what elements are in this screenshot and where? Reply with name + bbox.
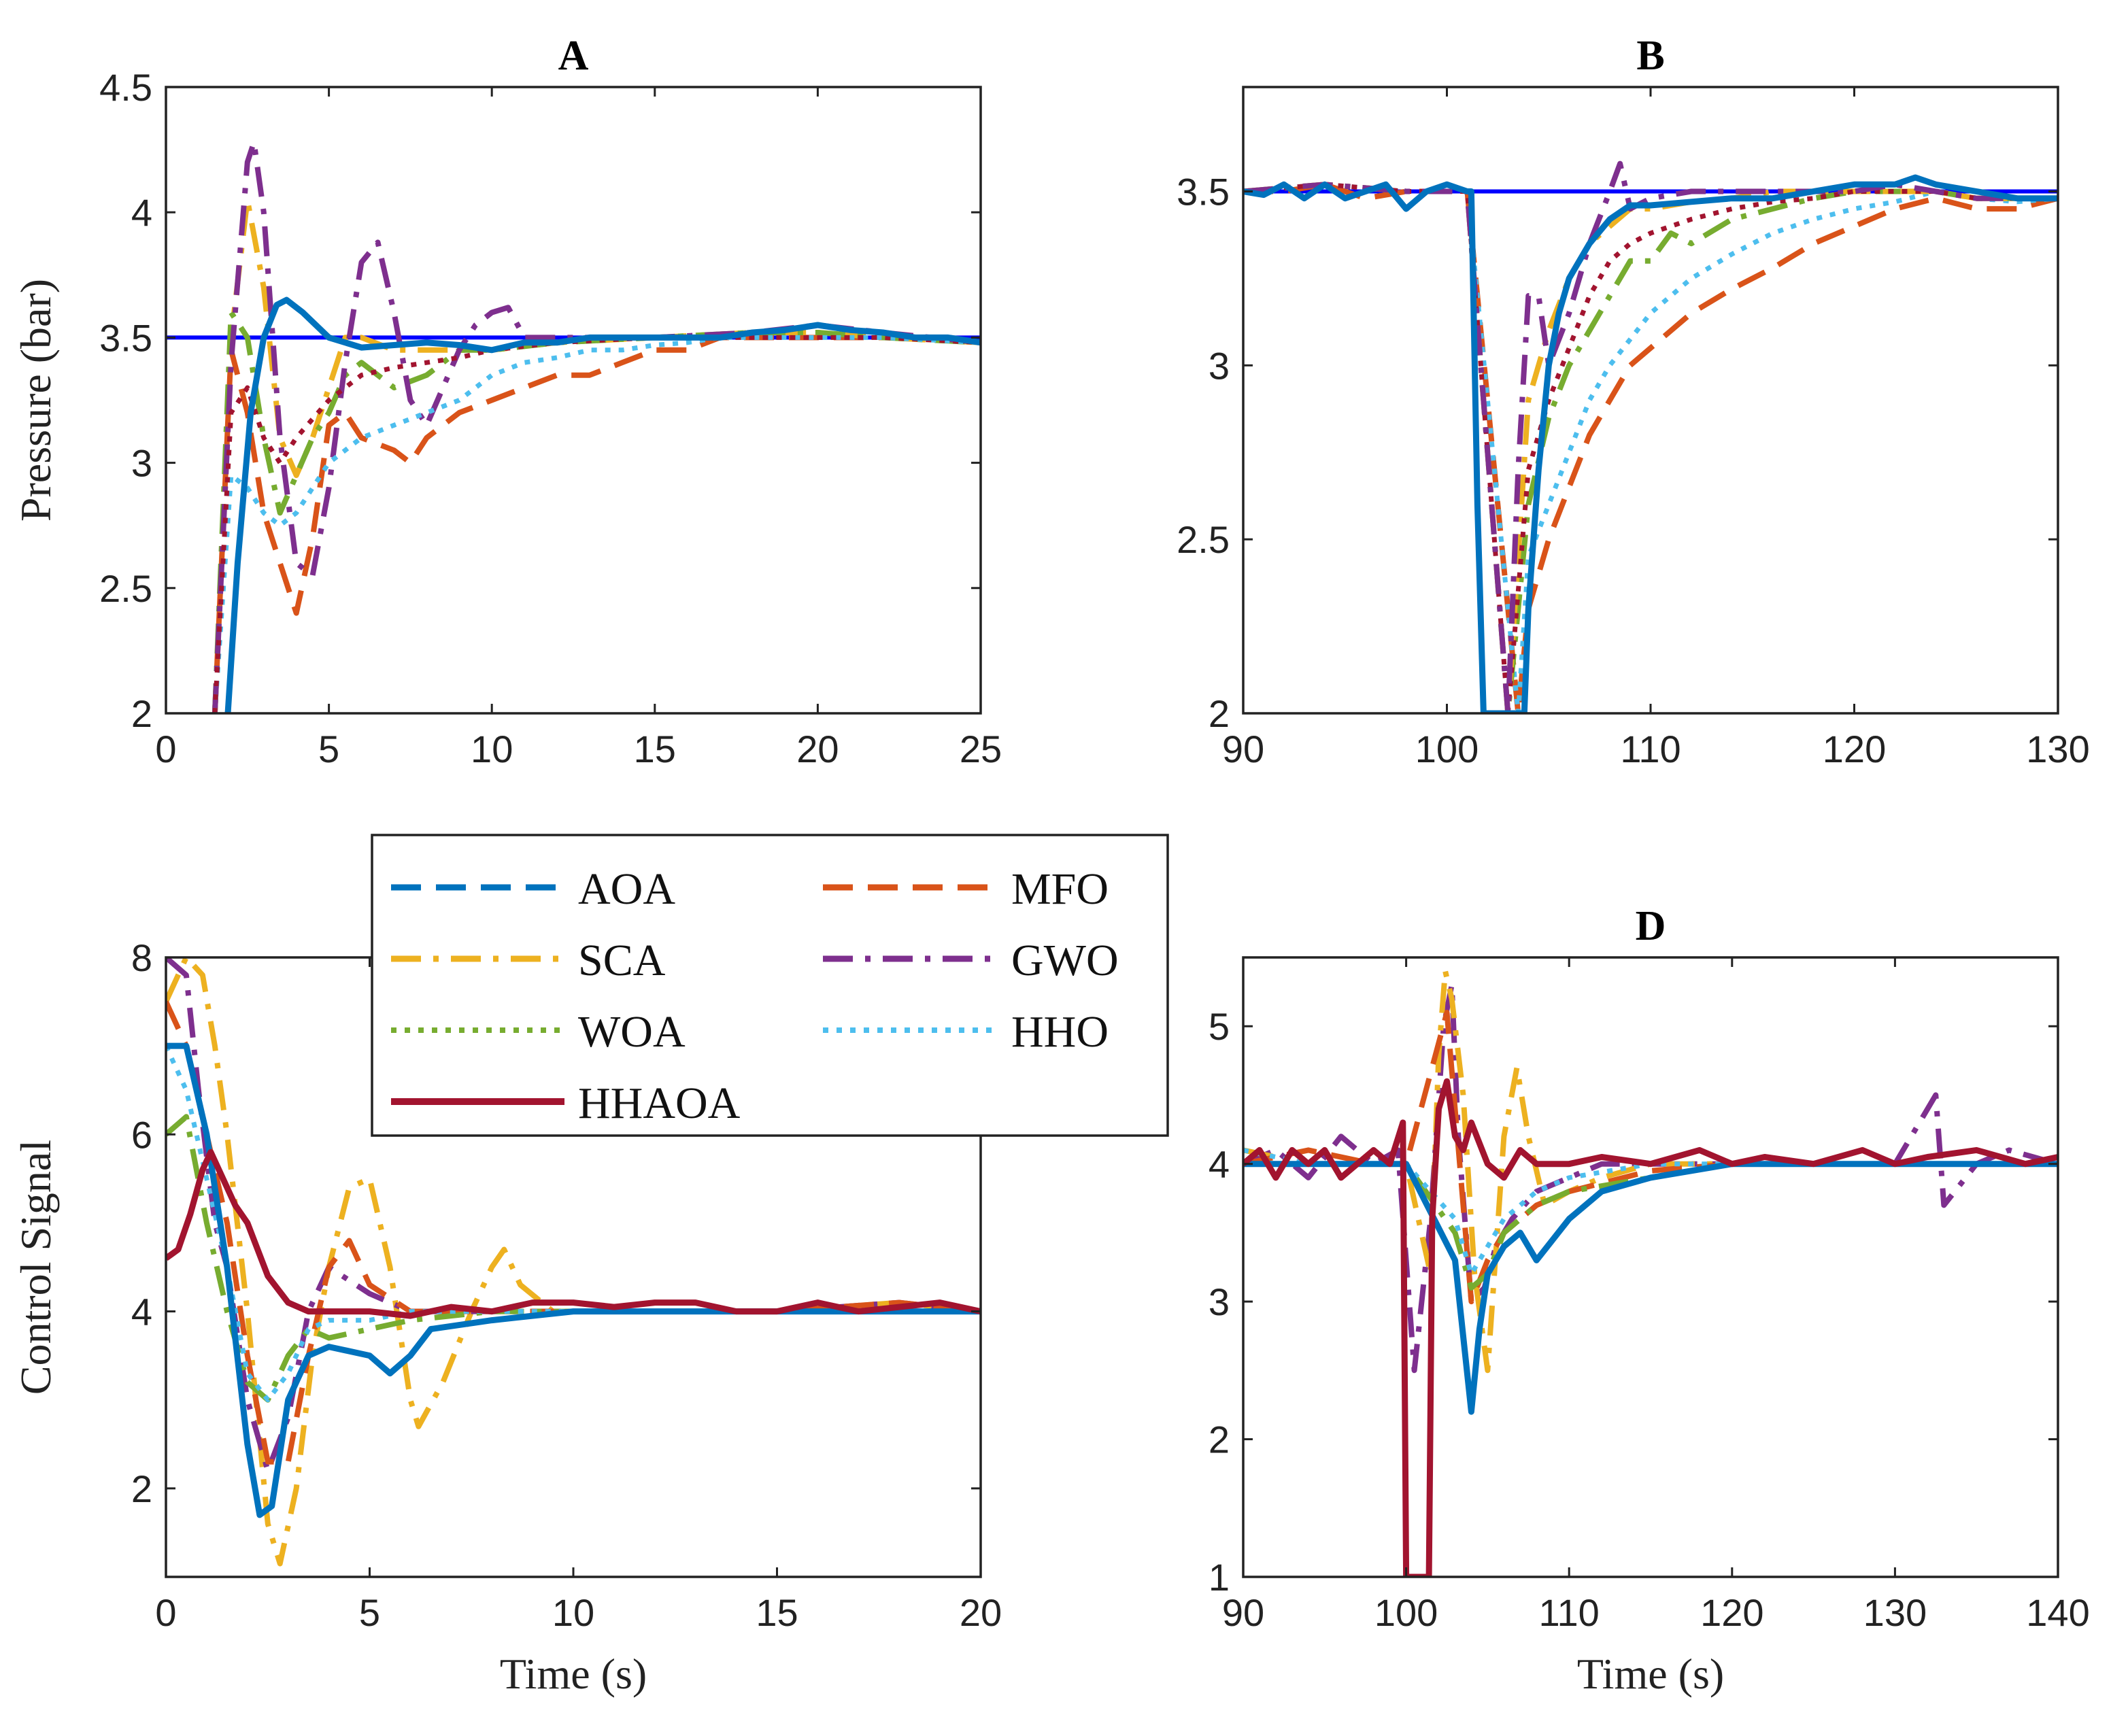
series-line-woa xyxy=(1243,1161,2058,1291)
legend-label-gwo: GWO xyxy=(1011,936,1119,985)
legend-label-woa: WOA xyxy=(578,1007,686,1057)
x-tick-label: 140 xyxy=(2026,1591,2089,1634)
plot-area-a xyxy=(166,139,981,713)
x-tick-label: 15 xyxy=(756,1591,798,1634)
series-line-woa xyxy=(166,1114,981,1403)
y-tick-label: 5 xyxy=(1209,1005,1230,1048)
x-tick-label: 130 xyxy=(2026,728,2089,770)
series-line-woa xyxy=(1243,182,2058,713)
series-line-sca xyxy=(212,197,981,713)
axes-frame xyxy=(165,86,982,715)
series-line-hhaoa-dotted xyxy=(212,335,981,713)
x-tick-label: 90 xyxy=(1222,1591,1264,1634)
y-tick-label: 4 xyxy=(1209,1143,1230,1186)
y-tick-label: 3 xyxy=(1209,344,1230,387)
x-tick-label: 0 xyxy=(155,1591,176,1634)
series-line-aoa xyxy=(224,296,981,713)
x-tick-label: 110 xyxy=(1620,728,1681,770)
y-tick-label: 4 xyxy=(131,1291,152,1333)
legend-label-hhaoa: HHAOA xyxy=(578,1078,741,1128)
series-line-hho xyxy=(1243,1147,2058,1277)
x-axis-label: Time (s) xyxy=(1577,1650,1724,1698)
series-line-mfo xyxy=(1243,182,2058,713)
series-line-hhaoa xyxy=(166,1148,981,1319)
y-tick-label: 2 xyxy=(131,692,152,735)
y-tick-label: 6 xyxy=(131,1113,152,1156)
y-tick-label: 4 xyxy=(131,191,152,234)
series-line-aoa xyxy=(166,1042,981,1518)
y-tick-label: 3 xyxy=(131,442,152,485)
x-tick-label: 20 xyxy=(796,728,839,770)
series-line-gwo xyxy=(212,139,981,713)
y-tick-label: 2 xyxy=(1209,1418,1230,1461)
panel-title: B xyxy=(1636,33,1664,79)
x-tick-label: 20 xyxy=(960,1591,1002,1634)
plot-area-d xyxy=(1243,968,2058,1577)
x-tick-label: 25 xyxy=(960,728,1002,770)
x-tick-label: 100 xyxy=(1374,1591,1438,1634)
panel-b: 90 100 110 120 130 2 2.5 3 3.5 B xyxy=(1177,33,2090,770)
x-tick-label: 10 xyxy=(471,728,513,770)
y-tick-label: 2 xyxy=(131,1467,152,1510)
x-tick-label: 10 xyxy=(552,1591,594,1634)
x-tick-label: 5 xyxy=(318,728,339,770)
panel-title: D xyxy=(1636,903,1666,949)
series-line-hhaoa-dotted xyxy=(1243,182,2058,713)
legend-label-mfo: MFO xyxy=(1011,864,1109,914)
panel-d: 90 100 110 120 130 140 1 2 3 4 5 D Time (s) xyxy=(1209,903,2090,1698)
x-axis-label: Time (s) xyxy=(500,1650,647,1698)
y-tick-label: 1 xyxy=(1209,1556,1230,1599)
x-tick-label: 5 xyxy=(359,1591,380,1634)
y-tick-label: 4.5 xyxy=(99,66,152,109)
series-line-woa xyxy=(212,309,981,713)
legend: AOA SCA WOA HHAOA MFO GWO HHO xyxy=(371,834,1169,1137)
series-line-mfo xyxy=(166,1000,981,1465)
y-tick-label: 2.5 xyxy=(1177,518,1230,561)
x-tick-label: 120 xyxy=(1823,728,1886,770)
axes-frame xyxy=(1242,86,2059,715)
series-line-hhaoa xyxy=(1243,1078,2058,1577)
x-tick-label: 0 xyxy=(155,728,176,770)
series-line-gwo xyxy=(1243,160,2058,713)
panel-a: 0 5 10 15 20 25 2 2.5 3 3.5 4 4.5 A Pressure (bar) xyxy=(12,33,1002,770)
plot-area-b xyxy=(1243,160,2058,713)
series-line-hho xyxy=(212,335,981,713)
plot-area-c xyxy=(166,957,981,1567)
series-line-hho xyxy=(1243,182,2058,713)
y-tick-label: 3 xyxy=(1209,1280,1230,1323)
series-line-sca xyxy=(1243,968,2058,1374)
y-axis-label: Pressure (bar) xyxy=(12,279,60,522)
y-tick-label: 3.5 xyxy=(99,316,152,359)
x-tick-label: 100 xyxy=(1415,728,1479,770)
legend-label-aoa: AOA xyxy=(578,864,675,914)
y-tick-label: 2 xyxy=(1209,692,1230,735)
legend-label-hho: HHO xyxy=(1011,1007,1109,1057)
x-tick-label: 130 xyxy=(1863,1591,1927,1634)
series-line-mfo xyxy=(212,335,981,713)
legend-label-sca: SCA xyxy=(578,936,666,985)
x-tick-label: 15 xyxy=(634,728,676,770)
y-tick-label: 8 xyxy=(131,936,152,979)
y-tick-label: 2.5 xyxy=(99,567,152,610)
series-line-aoa xyxy=(1243,174,2058,713)
x-tick-label: 90 xyxy=(1222,728,1264,770)
y-tick-label: 3.5 xyxy=(1177,171,1230,214)
x-tick-label: 120 xyxy=(1700,1591,1763,1634)
axes-frame xyxy=(1242,956,2059,1578)
series-line-sca xyxy=(1243,182,2058,713)
x-tick-label: 110 xyxy=(1539,1591,1600,1634)
panel-title: A xyxy=(558,33,589,79)
series-line-aoa xyxy=(1243,1161,2058,1415)
y-axis-label: Control Signal xyxy=(12,1140,60,1395)
